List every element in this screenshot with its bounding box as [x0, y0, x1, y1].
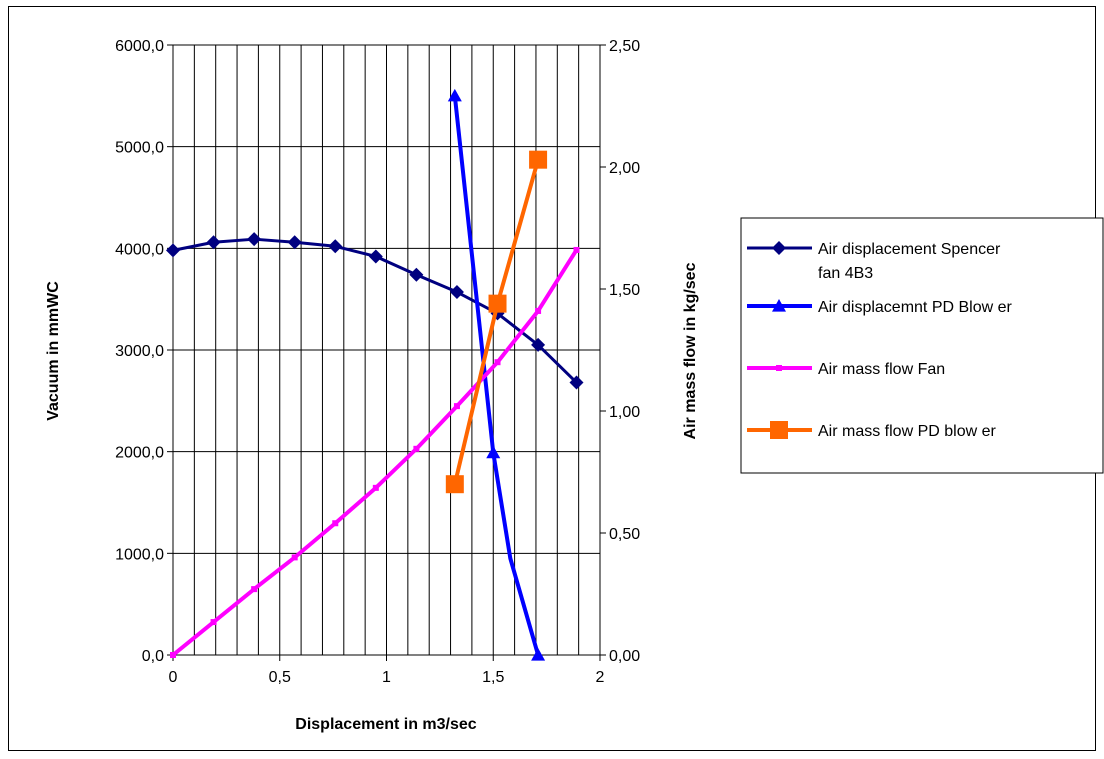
legend-label: Air mass flow PD blow er [818, 423, 996, 440]
data-point [488, 294, 507, 313]
legend-label: Air displacement Spencer [818, 241, 1001, 258]
data-point [531, 648, 546, 661]
data-point [531, 337, 546, 352]
data-point [449, 285, 464, 300]
data-point [535, 307, 542, 314]
data-point [445, 475, 464, 494]
data-point [486, 445, 501, 459]
x-tick-label: 1 [382, 669, 391, 686]
series-line [452, 95, 541, 656]
y-axis-title: Vacuum in mmWC [45, 281, 62, 421]
data-point [247, 232, 262, 247]
data-point [170, 652, 176, 658]
y-tick-label: 4000,0 [115, 241, 164, 258]
legend-swatch-marker [770, 421, 788, 439]
series-3 [445, 150, 548, 494]
series-line [171, 248, 579, 657]
legend-label: Air displacemnt PD Blow er [818, 299, 1013, 316]
data-point [291, 554, 298, 561]
legend-label: Air mass flow Fan [818, 361, 945, 378]
data-point [573, 246, 580, 253]
y-tick-label: 2000,0 [115, 445, 164, 462]
series-layer [166, 88, 584, 661]
data-point [447, 88, 462, 102]
data-point [372, 484, 379, 491]
series-0 [166, 232, 584, 390]
y2-axis-title: Air mass flow in kg/sec [682, 262, 699, 439]
y-tick-label: 6000,0 [115, 38, 164, 55]
data-point [328, 239, 343, 254]
data-point [287, 235, 302, 250]
data-point [206, 235, 221, 250]
x-tick-label: 1,5 [482, 669, 504, 686]
data-point [210, 619, 217, 626]
legend-item: Air displacement Spencer fan 4B3 [747, 241, 1001, 282]
data-point [453, 403, 460, 410]
legend-item: Air displacemnt PD Blow er [747, 299, 1013, 316]
legend-swatch-marker [772, 241, 786, 255]
y2-tick-label: 0,00 [609, 648, 640, 665]
y-tick-label: 1000,0 [115, 546, 164, 563]
data-point [494, 359, 501, 366]
data-point [251, 586, 258, 593]
legend-label: fan 4B3 [818, 265, 873, 282]
data-point [529, 150, 548, 169]
y-tick-label: 3000,0 [115, 343, 164, 360]
data-point [569, 375, 584, 390]
x-axis-title: Displacement in m3/sec [295, 716, 477, 733]
y2-tick-label: 0,50 [609, 526, 640, 543]
series-1 [447, 88, 546, 661]
legend-item: Air mass flow PD blow er [747, 421, 996, 440]
x-tick-label: 0,5 [269, 669, 291, 686]
data-point [413, 445, 420, 452]
tick-labels: 0,0 1000,0 2000,0 3000,0 4000,0 5000,0 6000,0 0… [115, 38, 640, 686]
grid [172, 44, 601, 656]
legend-item: Air mass flow Fan [747, 361, 945, 378]
axes [167, 44, 606, 661]
data-point [166, 243, 180, 258]
y2-tick-label: 2,50 [609, 38, 640, 55]
x-tick-label: 2 [596, 669, 605, 686]
y2-tick-label: 2,00 [609, 160, 640, 177]
y-tick-label: 0,0 [142, 648, 164, 665]
legend-swatch-marker [772, 299, 786, 312]
y-tick-label: 5000,0 [115, 140, 164, 157]
y2-tick-label: 1,50 [609, 282, 640, 299]
x-tick-label: 0 [169, 669, 178, 686]
data-point [409, 267, 424, 282]
data-point [368, 249, 383, 264]
y2-tick-label: 1,00 [609, 404, 640, 421]
legend-swatch-marker [776, 365, 782, 371]
data-point [332, 520, 339, 527]
series-2 [170, 246, 580, 658]
